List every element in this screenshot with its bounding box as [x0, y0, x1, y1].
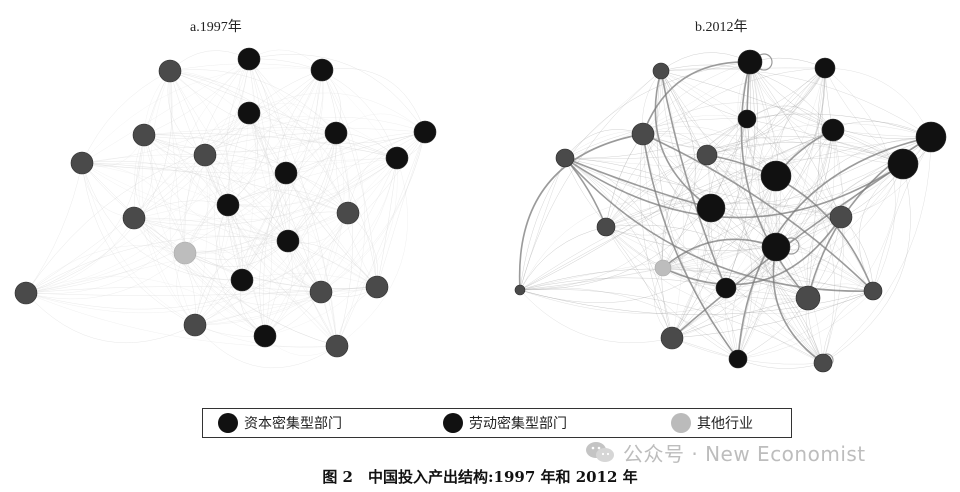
net-2012-node-capital-0: [737, 49, 763, 75]
net-1997-node-labor-1: [158, 59, 182, 83]
legend-capital-dot: [218, 413, 238, 433]
net-1997-node-capital-21: [253, 324, 277, 348]
legend-capital-label: 资本密集型部门: [244, 416, 342, 432]
net-2012-node-other-15: [654, 259, 672, 277]
net-1997-node-capital-14: [276, 229, 300, 253]
legend-other-label: 其他行业: [697, 416, 753, 432]
net-1997-node-labor-18: [309, 280, 333, 304]
legend-item-labor: 劳动密集型部门: [443, 412, 567, 434]
net-2012-node-capital-14: [761, 232, 791, 262]
watermark-text: 公众号 · New Economist: [623, 441, 866, 466]
net-1997-node-labor-22: [325, 334, 349, 358]
net-2012-node-capital-2: [814, 57, 836, 79]
panel-a-title: a.1997年: [190, 20, 242, 35]
net-1997-node-capital-2: [310, 58, 334, 82]
net-2012-node-labor-12: [596, 217, 616, 237]
net-1997-node-capital-10: [274, 161, 298, 185]
legend-other-dot: [671, 413, 691, 433]
net-1997-node-capital-17: [230, 268, 254, 292]
net-1997-node-capital-11: [216, 193, 240, 217]
legend-item-other: 其他行业: [671, 412, 753, 434]
panel-b-title: b.2012年: [695, 20, 748, 35]
network-figure: [14, 47, 947, 373]
net-1997-node-labor-12: [122, 206, 146, 230]
net-1997-node-labor-13: [336, 201, 360, 225]
net-1997-node-capital-0: [237, 47, 261, 71]
net-1997-node-labor-16: [14, 281, 38, 305]
net-2012-node-labor-4: [631, 122, 655, 146]
net-1997-node-labor-8: [70, 151, 94, 175]
net-2012-node-labor-19: [863, 281, 883, 301]
figure-caption: 图 2 中国投入产出结构:1997 年和 2012 年: [322, 468, 638, 486]
net-2012-node-labor-8: [555, 148, 575, 168]
net-2012-node-capital-17: [715, 277, 737, 299]
net-2012-node-capital-11: [696, 193, 726, 223]
net-2012-node-labor-13: [829, 205, 853, 229]
net-2012-node-capital-3: [737, 109, 757, 129]
net-2012-node-capital-9: [887, 148, 919, 180]
net-1997-node-labor-19: [365, 275, 389, 299]
wechat-icon: [586, 442, 614, 462]
net-1997-node-labor-4: [132, 123, 156, 147]
net-2012-node-labor-18: [795, 285, 821, 311]
net-2012-node-labor-16: [514, 284, 526, 296]
net-2012-node-capital-10: [760, 160, 792, 192]
net-1997-node-capital-5: [324, 121, 348, 145]
net-2012-node-capital-6: [915, 121, 947, 153]
net-1997-node-capital-9: [385, 146, 409, 170]
net-2012-node-labor-22: [813, 353, 833, 373]
legend: 资本密集型部门 劳动密集型部门 其他行业: [202, 408, 792, 438]
legend-labor-label: 劳动密集型部门: [469, 416, 567, 432]
net-2012-node-labor-7: [696, 144, 718, 166]
edges-2012: [518, 52, 932, 369]
watermark: 公众号 · New Economist: [585, 439, 866, 466]
net-2012-node-labor-20: [660, 326, 684, 350]
net-1997-node-capital-3: [237, 101, 261, 125]
legend-labor-dot: [443, 413, 463, 433]
net-2012-node-labor-1: [652, 62, 670, 80]
net-1997-node-labor-7: [193, 143, 217, 167]
net-1997-node-other-15: [173, 241, 197, 265]
net-2012-node-capital-21: [728, 349, 748, 369]
legend-item-capital: 资本密集型部门: [218, 412, 342, 434]
net-2012-node-capital-5: [821, 118, 845, 142]
net-1997-node-labor-20: [183, 313, 207, 337]
net-1997-node-capital-6: [413, 120, 437, 144]
